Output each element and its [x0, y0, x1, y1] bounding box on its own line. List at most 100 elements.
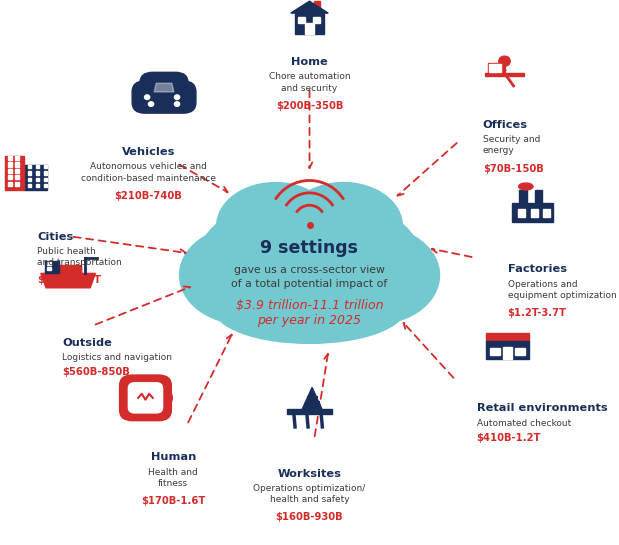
Polygon shape	[302, 387, 322, 409]
FancyBboxPatch shape	[119, 375, 171, 421]
Polygon shape	[291, 1, 328, 13]
Text: Logistics and navigation: Logistics and navigation	[62, 353, 172, 362]
FancyBboxPatch shape	[44, 172, 47, 174]
Ellipse shape	[180, 226, 310, 324]
Text: $170B-1.6T: $170B-1.6T	[141, 496, 206, 506]
FancyBboxPatch shape	[132, 81, 196, 113]
Text: Retail environments: Retail environments	[477, 403, 607, 413]
FancyBboxPatch shape	[516, 348, 526, 355]
Circle shape	[175, 102, 180, 106]
FancyBboxPatch shape	[543, 209, 550, 217]
FancyBboxPatch shape	[489, 64, 501, 72]
Text: $410B-1.2T: $410B-1.2T	[477, 433, 541, 443]
Ellipse shape	[195, 193, 424, 341]
Text: Home: Home	[291, 57, 328, 67]
Circle shape	[145, 95, 150, 100]
FancyBboxPatch shape	[141, 410, 150, 416]
Ellipse shape	[519, 183, 533, 190]
Text: $3.9 trillion-11.1 trillion: $3.9 trillion-11.1 trillion	[236, 299, 383, 312]
FancyBboxPatch shape	[511, 203, 553, 222]
Text: $1.2T-3.7T: $1.2T-3.7T	[508, 308, 566, 318]
FancyBboxPatch shape	[298, 16, 305, 23]
FancyBboxPatch shape	[518, 209, 526, 217]
FancyBboxPatch shape	[487, 341, 529, 359]
FancyBboxPatch shape	[8, 181, 12, 186]
Ellipse shape	[285, 183, 402, 270]
FancyBboxPatch shape	[15, 169, 19, 173]
FancyBboxPatch shape	[25, 165, 46, 190]
FancyBboxPatch shape	[305, 23, 314, 34]
Text: $160B-930B: $160B-930B	[275, 512, 344, 522]
FancyBboxPatch shape	[287, 409, 332, 414]
Text: gave us a cross-sector view: gave us a cross-sector view	[234, 265, 385, 275]
Ellipse shape	[217, 183, 334, 270]
Polygon shape	[154, 83, 174, 92]
FancyBboxPatch shape	[5, 156, 24, 190]
Text: Operations optimization/
health and safety: Operations optimization/ health and safe…	[253, 484, 366, 504]
Text: Public health
and transportation: Public health and transportation	[37, 247, 122, 267]
Text: of a total potential impact of: of a total potential impact of	[232, 280, 387, 289]
FancyBboxPatch shape	[503, 347, 513, 359]
FancyBboxPatch shape	[15, 162, 19, 167]
FancyBboxPatch shape	[44, 178, 47, 181]
FancyBboxPatch shape	[60, 267, 81, 274]
FancyBboxPatch shape	[8, 175, 12, 179]
FancyBboxPatch shape	[8, 169, 12, 173]
Text: Vehicles: Vehicles	[122, 147, 175, 157]
FancyBboxPatch shape	[141, 379, 150, 386]
FancyBboxPatch shape	[47, 267, 51, 270]
Text: Operations and
equipment optimization: Operations and equipment optimization	[508, 280, 617, 300]
Circle shape	[149, 102, 154, 106]
Text: $70B-150B: $70B-150B	[483, 164, 543, 173]
Text: Chore automation
and security: Chore automation and security	[269, 72, 350, 93]
Circle shape	[175, 95, 180, 100]
FancyBboxPatch shape	[15, 175, 19, 179]
Circle shape	[145, 99, 157, 109]
Text: Automated checkout: Automated checkout	[477, 419, 571, 428]
FancyBboxPatch shape	[8, 162, 12, 167]
FancyBboxPatch shape	[36, 165, 39, 168]
Ellipse shape	[214, 272, 405, 343]
Text: $200B-350B: $200B-350B	[276, 101, 343, 111]
FancyBboxPatch shape	[60, 265, 81, 274]
Ellipse shape	[310, 226, 439, 324]
FancyBboxPatch shape	[535, 190, 542, 203]
FancyBboxPatch shape	[485, 73, 524, 76]
Text: Human: Human	[150, 452, 196, 462]
FancyBboxPatch shape	[488, 63, 502, 73]
Text: Factories: Factories	[508, 264, 566, 274]
FancyBboxPatch shape	[36, 184, 39, 187]
Text: per year in 2025: per year in 2025	[258, 314, 361, 327]
FancyBboxPatch shape	[36, 178, 39, 181]
Text: Cities: Cities	[37, 232, 74, 241]
Circle shape	[171, 99, 183, 109]
FancyBboxPatch shape	[36, 172, 39, 174]
Text: Outside: Outside	[62, 338, 112, 348]
FancyBboxPatch shape	[519, 190, 527, 203]
FancyBboxPatch shape	[295, 13, 324, 34]
FancyBboxPatch shape	[487, 333, 529, 342]
Text: Autonomous vehicles and
condition-based maintenance: Autonomous vehicles and condition-based …	[81, 162, 216, 183]
FancyBboxPatch shape	[128, 383, 163, 413]
FancyBboxPatch shape	[44, 165, 47, 168]
FancyBboxPatch shape	[313, 16, 320, 23]
FancyBboxPatch shape	[140, 72, 188, 103]
Text: $560B-850B: $560B-850B	[62, 367, 129, 377]
FancyBboxPatch shape	[314, 1, 320, 10]
FancyBboxPatch shape	[45, 261, 59, 274]
Text: Health and
fitness: Health and fitness	[149, 468, 198, 488]
Text: $210B-740B: $210B-740B	[115, 191, 183, 201]
Text: 9 settings: 9 settings	[261, 239, 358, 257]
FancyBboxPatch shape	[15, 181, 19, 186]
FancyBboxPatch shape	[8, 156, 12, 160]
Polygon shape	[41, 274, 95, 288]
FancyBboxPatch shape	[47, 262, 51, 265]
Text: Offices: Offices	[483, 120, 528, 130]
FancyBboxPatch shape	[490, 348, 500, 355]
FancyBboxPatch shape	[44, 184, 47, 187]
Text: Security and
energy: Security and energy	[483, 135, 540, 155]
FancyBboxPatch shape	[15, 156, 19, 160]
Circle shape	[499, 56, 510, 66]
FancyBboxPatch shape	[531, 209, 539, 217]
FancyBboxPatch shape	[28, 165, 31, 168]
